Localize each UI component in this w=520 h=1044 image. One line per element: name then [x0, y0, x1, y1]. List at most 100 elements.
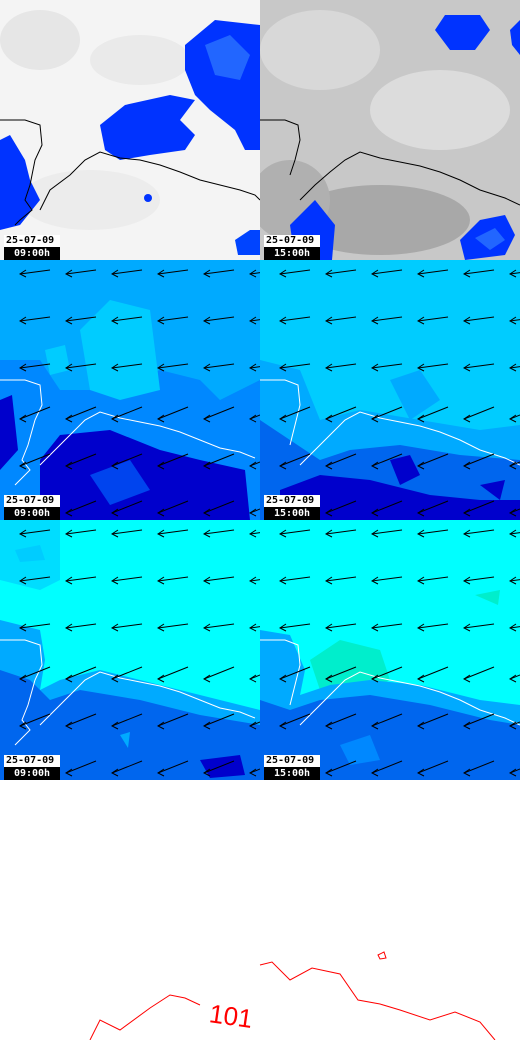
- wind-arrow: [279, 576, 311, 582]
- time-label: 09:00h: [4, 247, 60, 260]
- time-label: 09:00h: [4, 767, 60, 780]
- wind-arrow-head: [19, 576, 27, 585]
- timestamp: 25-07-09 15:00h: [264, 755, 320, 780]
- wind-arrow-head: [111, 529, 119, 538]
- wind-arrow: [509, 508, 520, 514]
- wind-arrow: [371, 500, 403, 514]
- time-label: 15:00h: [264, 767, 320, 780]
- wind-arrow: [371, 316, 403, 322]
- wind-arrow: [19, 406, 51, 420]
- wind-arrow-head: [203, 316, 211, 325]
- wind-arrow: [111, 760, 143, 774]
- wind-arrow-head: [371, 674, 379, 683]
- wind-arrow: [65, 760, 97, 774]
- wind-arrow-head: [157, 414, 165, 423]
- wind-arrow: [325, 760, 357, 774]
- date-label: 25-07-09: [4, 235, 60, 247]
- wind-arrow: [111, 623, 143, 629]
- wind-arrow: [325, 500, 357, 514]
- wind-arrow: [417, 500, 449, 514]
- wind-arrow-head: [157, 461, 165, 470]
- wind-arrow: [65, 666, 97, 680]
- wind-arrow: [19, 666, 51, 680]
- wind-arrow-head: [157, 674, 165, 683]
- wind-arrow-head: [325, 316, 333, 325]
- wind-arrow: [463, 453, 495, 467]
- wind-arrow-head: [65, 316, 73, 325]
- wind-arrow: [249, 674, 260, 680]
- wind-arrow: [249, 626, 260, 629]
- wind-arrow-head: [509, 461, 517, 470]
- timestamp: 25-07-09 15:00h: [264, 495, 320, 520]
- wind-arrow: [19, 529, 51, 535]
- wind-arrow: [157, 576, 189, 582]
- wind-arrow: [111, 453, 143, 467]
- wind-arrow: [509, 414, 520, 420]
- wind-arrow: [325, 269, 357, 275]
- wind-arrow: [157, 623, 189, 629]
- wind-arrow-head: [157, 269, 165, 278]
- wind-arrow: [371, 666, 403, 680]
- wind-arrow-head: [65, 674, 73, 683]
- wind-arrow: [249, 319, 260, 322]
- wind-arrow: [19, 363, 51, 369]
- wind-arrow-head: [371, 508, 379, 517]
- isobar-label: 101: [207, 998, 254, 1034]
- wind-arrow-head: [509, 529, 517, 538]
- wind-arrow: [157, 713, 189, 727]
- wind-arrow: [325, 623, 357, 629]
- wind-arrow-head: [325, 414, 333, 423]
- wind-arrow-head: [417, 363, 425, 372]
- wind-arrow-head: [111, 623, 119, 632]
- wind-arrow: [417, 760, 449, 774]
- wind-arrow: [279, 453, 311, 467]
- wind-arrow-head: [463, 576, 471, 585]
- wind-arrow: [19, 623, 51, 629]
- wind-arrow: [509, 272, 520, 275]
- wind-arrow-head: [249, 269, 257, 278]
- wind-arrow-head: [65, 414, 73, 423]
- wind-arrow-head: [417, 768, 425, 777]
- wind-map-1500-b: 25-07-09 15:00h: [260, 520, 520, 780]
- isobar-line: [259, 961, 496, 1041]
- wind-arrow-head: [157, 363, 165, 372]
- wind-arrow: [371, 406, 403, 420]
- wind-arrow: [111, 269, 143, 275]
- wind-arrow: [509, 461, 520, 467]
- wind-arrow-head: [325, 461, 333, 470]
- wind-arrow-head: [509, 363, 517, 372]
- wind-arrow-head: [279, 363, 287, 372]
- wind-arrow: [111, 500, 143, 514]
- wind-arrow-head: [19, 674, 27, 683]
- wind-arrow-head: [65, 363, 73, 372]
- wind-arrow-head: [157, 316, 165, 325]
- wind-arrow-head: [65, 721, 73, 730]
- wind-arrow: [325, 453, 357, 467]
- wind-arrow: [371, 713, 403, 727]
- wind-arrow-head: [279, 414, 287, 423]
- wind-arrow-head: [325, 768, 333, 777]
- wind-arrow: [325, 363, 357, 369]
- wind-arrow-head: [111, 768, 119, 777]
- wind-arrow: [157, 500, 189, 514]
- isobar-line: [89, 994, 201, 1041]
- wind-arrow-head: [417, 529, 425, 538]
- wind-arrow-head: [463, 269, 471, 278]
- wind-arrow-head: [249, 768, 257, 777]
- wind-arrow-head: [417, 508, 425, 517]
- wind-arrow: [325, 406, 357, 420]
- wind-arrow-head: [203, 721, 211, 730]
- wind-arrow-head: [371, 576, 379, 585]
- date-label: 25-07-09: [4, 755, 60, 767]
- wind-map-0900-a: 25-07-09 09:00h: [0, 260, 260, 520]
- wind-arrow-head: [417, 674, 425, 683]
- wind-arrow-head: [111, 316, 119, 325]
- wind-arrow-head: [157, 721, 165, 730]
- wind-arrow-head: [65, 508, 73, 517]
- wind-arrow-head: [65, 768, 73, 777]
- wind-arrow-head: [249, 721, 257, 730]
- wind-arrow: [371, 453, 403, 467]
- wind-arrow-head: [279, 461, 287, 470]
- time-label: 15:00h: [264, 247, 320, 260]
- wind-arrow-head: [19, 529, 27, 538]
